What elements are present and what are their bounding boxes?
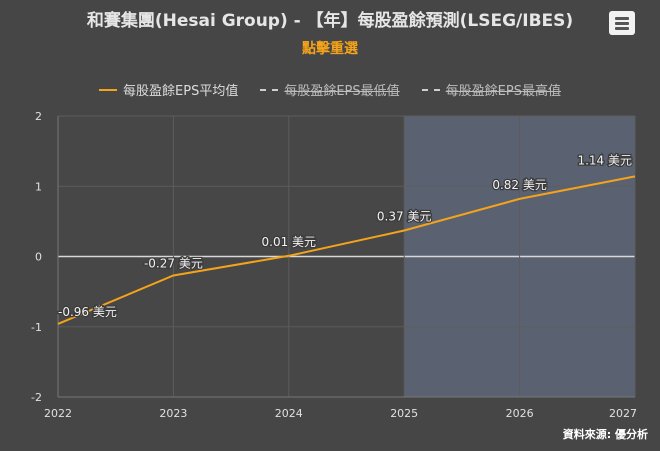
x-tick-label: 2023 — [159, 407, 187, 420]
legend-swatch-high — [421, 88, 440, 91]
y-tick-label: -2 — [31, 391, 42, 404]
hamburger-menu-icon[interactable] — [609, 11, 635, 35]
legend-swatch-average — [99, 88, 118, 91]
y-tick-label: 0 — [35, 251, 42, 264]
legend-item-eps-average[interactable]: 每股盈餘EPS平均值 — [99, 80, 238, 99]
legend-item-eps-high[interactable]: 每股盈餘EPS最高值 — [421, 80, 561, 99]
x-tick-label: 2026 — [506, 407, 534, 420]
x-tick-label: 2027 — [609, 407, 637, 420]
y-tick-label: 1 — [35, 180, 42, 193]
reselect-link[interactable]: 點擊重選 — [302, 41, 358, 57]
y-tick-label: 2 — [35, 110, 42, 123]
data-label: 0.01 美元 — [262, 235, 317, 249]
data-label: 0.82 美元 — [492, 178, 547, 192]
data-label: -0.96 美元 — [58, 305, 117, 319]
data-label: -0.27 美元 — [144, 256, 203, 270]
legend-label-low: 每股盈餘EPS最低值 — [284, 84, 400, 99]
x-tick-label: 2022 — [44, 407, 72, 420]
data-source: 資料來源: 優分析 — [562, 428, 648, 441]
legend-item-eps-low[interactable]: 每股盈餘EPS最低值 — [260, 80, 400, 99]
data-label: 0.37 美元 — [377, 210, 432, 224]
chart-title: 和賽集團(Hesai Group) - 【年】每股盈餘預測(LSEG/IBES) — [86, 11, 574, 31]
x-tick-label: 2024 — [275, 407, 303, 420]
data-label: 1.14 美元 — [577, 153, 632, 167]
series-line-eps-average — [57, 175, 636, 325]
legend-label-average: 每股盈餘EPS平均值 — [123, 84, 239, 99]
legend: 每股盈餘EPS平均值 每股盈餘EPS最低值 每股盈餘EPS最高值 — [0, 80, 660, 99]
legend-label-high: 每股盈餘EPS最高值 — [445, 84, 561, 99]
legend-swatch-low — [260, 88, 279, 91]
x-tick-label: 2025 — [390, 407, 418, 420]
y-tick-label: -1 — [31, 321, 42, 334]
